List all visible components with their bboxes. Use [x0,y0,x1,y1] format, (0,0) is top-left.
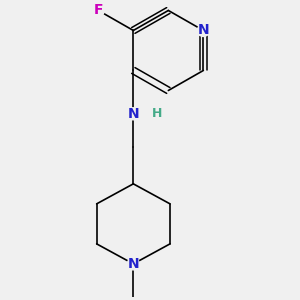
Text: N: N [128,107,139,121]
Circle shape [197,25,209,37]
Circle shape [92,4,104,16]
Text: H: H [152,107,162,120]
Circle shape [127,258,139,270]
Text: N: N [128,257,139,271]
Circle shape [127,108,139,120]
Text: N: N [197,23,209,38]
Text: F: F [94,4,103,17]
